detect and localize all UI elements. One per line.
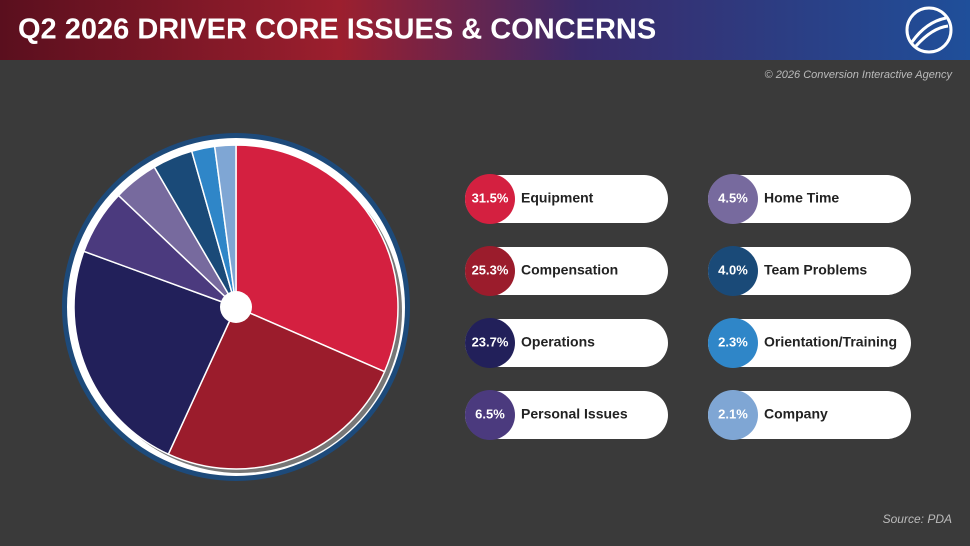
- value-label: 2.1%: [718, 406, 748, 421]
- legend-label: Operations: [521, 334, 595, 350]
- pie-slice: [235, 144, 399, 373]
- pie-slice: [213, 144, 237, 308]
- legend-item: 4.0% Team Problems: [708, 246, 911, 296]
- legend-item: 31.5% Equipment: [465, 174, 668, 224]
- legend-swatch: [708, 246, 758, 296]
- legend-swatch: [465, 174, 515, 224]
- source: Source: PDA: [883, 512, 952, 526]
- legend-item: 2.1% Company: [708, 390, 911, 440]
- value-label: 23.7%: [472, 334, 509, 349]
- legend-item: 6.5% Personal Issues: [465, 390, 668, 440]
- legend-item: 4.5% Home Time: [708, 174, 911, 224]
- legend-pill: [465, 319, 668, 367]
- legend-label: Personal Issues: [521, 406, 628, 422]
- chart-title: Q2 2026 DRIVER CORE ISSUES & CONCERNS: [18, 14, 656, 46]
- legend-swatch: [465, 246, 515, 296]
- legend-pill: [465, 175, 668, 223]
- legend-pill: [708, 247, 911, 295]
- pie-slice: [167, 306, 386, 470]
- logo: [905, 6, 953, 54]
- legend-label: Compensation: [521, 262, 618, 278]
- legend-item: 2.3% Orientation/Training: [708, 318, 911, 368]
- legend-label: Team Problems: [764, 262, 867, 278]
- legend: 31.5% Equipment 25.3% Compensation 23.7% Oper…: [465, 174, 911, 440]
- legend-swatch: [708, 318, 758, 368]
- value-label: 4.5%: [718, 190, 748, 205]
- value-label: 2.3%: [718, 334, 748, 349]
- value-label: 6.5%: [475, 406, 505, 421]
- legend-swatch: [465, 318, 515, 368]
- legend-swatch: [708, 390, 758, 440]
- legend-label: Equipment: [521, 190, 594, 206]
- legend-label: Company: [764, 406, 828, 422]
- pie-slice: [73, 250, 238, 456]
- header-band: [0, 0, 970, 60]
- legend-item: 25.3% Compensation: [465, 246, 668, 296]
- legend-pill: [708, 391, 911, 439]
- value-label: 25.3%: [472, 262, 509, 277]
- value-label: 4.0%: [718, 262, 748, 277]
- pie: [73, 144, 399, 470]
- copyright: © 2026 Conversion Interactive Agency: [765, 69, 954, 81]
- legend-pill: [708, 319, 911, 367]
- legend-pill: [708, 175, 911, 223]
- legend-swatch: [708, 174, 758, 224]
- legend-pill: [465, 247, 668, 295]
- pie-hole: [220, 291, 252, 323]
- legend-label: Orientation/Training: [764, 334, 897, 350]
- value-label: 31.5%: [472, 190, 509, 205]
- legend-pill: [465, 391, 668, 439]
- legend-item: 23.7% Operations: [465, 318, 668, 368]
- legend-label: Home Time: [764, 190, 839, 206]
- legend-swatch: [465, 390, 515, 440]
